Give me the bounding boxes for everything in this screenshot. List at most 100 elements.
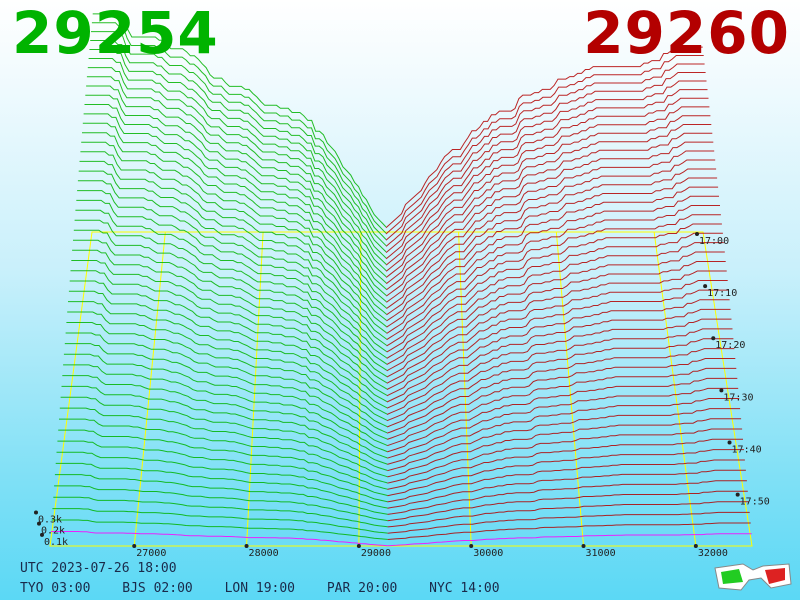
ask-depth-line — [385, 97, 709, 266]
ask-depth-line — [387, 469, 746, 509]
time-tick-label: 17:50 — [740, 497, 770, 508]
bid-depth-line — [67, 311, 388, 421]
bid-depth-line — [60, 396, 388, 471]
x-tick-label: 32000 — [698, 548, 728, 559]
bid-depth-line — [56, 451, 388, 503]
time-tick-mark — [711, 336, 716, 341]
ask-depth-line — [385, 106, 710, 272]
ask-depth-line — [387, 522, 751, 540]
bid-depth-line — [83, 113, 387, 296]
bid-depth-line — [77, 190, 387, 346]
ask-depth-line — [386, 168, 717, 316]
bid-depth-line — [86, 76, 387, 271]
y-tick-mark — [37, 521, 41, 526]
bid-depth-line — [66, 322, 388, 428]
bid-depth-line — [62, 375, 388, 459]
ask-depth-line — [387, 438, 743, 490]
bid-depth-line — [82, 132, 387, 309]
time-tick-label: 17:30 — [723, 392, 753, 403]
ask-depth-line — [386, 195, 719, 334]
bid-depth-line — [76, 199, 387, 353]
ask-depth-line — [386, 232, 723, 359]
ask-depth-line — [386, 242, 724, 366]
ask-depth-line — [386, 223, 722, 353]
bid-depth-line — [50, 531, 388, 547]
ask-depth-line — [387, 428, 743, 484]
bid-depth-line — [90, 40, 387, 247]
grid-line-price — [555, 231, 585, 547]
bid-depth-line — [80, 151, 387, 321]
ask-depth-line — [386, 261, 726, 378]
bid-depth-line — [72, 249, 388, 384]
bid-depth-line — [51, 519, 388, 540]
bid-depth-line — [88, 58, 387, 259]
zone-bjs: BJS 02:00 — [122, 581, 193, 596]
zone-par: PAR 20:00 — [326, 581, 398, 596]
bid-depth-line — [68, 290, 388, 409]
y-tick-label: 0.3k — [38, 515, 62, 526]
x-tick-label: 31000 — [586, 548, 616, 559]
ask-depth-line — [387, 408, 741, 472]
bid-depth-line — [71, 260, 388, 390]
bid-depth-line — [57, 440, 388, 496]
ask-depth-line — [386, 150, 715, 303]
bid-depth-line — [82, 122, 387, 303]
time-tick-label: 17:20 — [715, 340, 745, 351]
ask-depth-line — [386, 338, 734, 428]
ask-depth-line — [386, 270, 727, 384]
ask-depth-line — [386, 214, 721, 347]
ask-depth-line — [385, 132, 713, 291]
x-tick-mark — [581, 544, 586, 548]
ask-depth-line — [387, 377, 738, 453]
ask-depth-line — [387, 398, 740, 465]
x-tick-mark — [132, 544, 137, 548]
ask-depth-line — [386, 280, 728, 390]
ask-depth-line — [387, 367, 737, 447]
bid-depth-line — [54, 474, 388, 515]
y-tick-mark — [40, 532, 44, 537]
time-tick-mark — [719, 388, 724, 393]
time-axis-ticks: 17:00 17:10 17:20 17:30 17:40 17:50 — [695, 232, 770, 508]
ask-depth-line — [386, 318, 732, 415]
bid-depth-line — [89, 49, 387, 253]
bid-depth-line — [64, 343, 388, 440]
bid-depth-line — [70, 270, 388, 396]
ask-depth-line — [386, 348, 735, 434]
ask-depth-line — [386, 177, 718, 322]
y-axis-ticks: 0.1k0.2k0.3k — [34, 510, 68, 548]
bid-depth-line — [86, 85, 387, 278]
bid-depth-line — [68, 301, 388, 415]
ask-depth-line — [387, 533, 752, 547]
x-tick-label: 30000 — [473, 548, 503, 559]
bid-depth-line — [63, 364, 388, 453]
bid-depth-line — [85, 94, 387, 284]
y-tick-label: 0.2k — [41, 526, 65, 537]
ask-depth-line — [385, 63, 705, 241]
ask-depth-line — [387, 387, 739, 459]
x-tick-mark — [244, 544, 249, 548]
ask-depth-line — [385, 80, 707, 253]
ask-depth-line — [387, 418, 742, 478]
bid-depth-line — [53, 496, 388, 528]
time-tick-label: 17:10 — [707, 288, 737, 299]
time-tick-mark — [695, 232, 699, 236]
bid-depth-line — [59, 418, 388, 484]
grid-line-price — [246, 231, 264, 547]
ask-depth-line — [387, 358, 736, 440]
y-tick-mark — [34, 510, 38, 515]
3d-glasses-icon[interactable] — [713, 560, 793, 592]
x-tick-label: 29000 — [361, 548, 391, 559]
ask-depth-line — [385, 46, 703, 229]
ask-depth-line — [387, 501, 749, 528]
ask-depth-line — [385, 124, 712, 285]
ask-depth-line — [387, 490, 748, 522]
bid-depth-line — [81, 141, 387, 315]
ask-price: 29260 — [583, 0, 790, 67]
bid-depth-lines — [50, 13, 388, 547]
bid-depth-line — [75, 209, 387, 359]
ask-depth-line — [385, 115, 711, 278]
ask-depth-line — [385, 72, 706, 247]
x-tick-mark — [469, 544, 474, 548]
ask-depth-line — [386, 186, 719, 328]
time-tick-mark — [727, 440, 732, 445]
